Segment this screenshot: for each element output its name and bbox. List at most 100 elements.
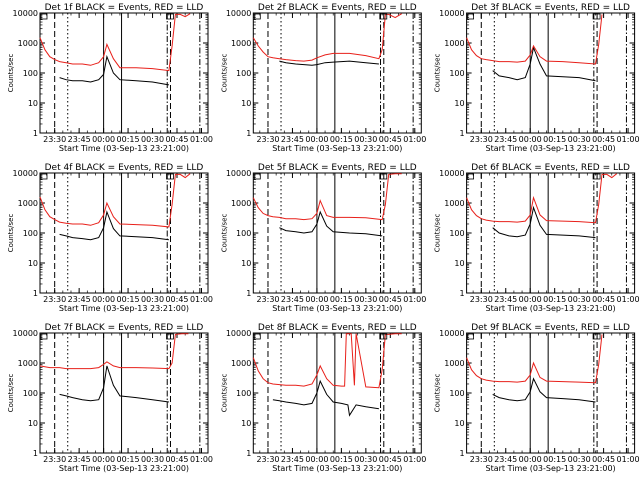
y-tick-label: 10000	[226, 329, 251, 338]
corner-marker	[379, 13, 388, 20]
x-tick-label: 01:00	[617, 295, 640, 304]
y-tick-label: 10	[454, 259, 464, 268]
lld-series-line	[39, 13, 191, 72]
corner-marker	[40, 333, 48, 340]
y-tick-label: 1000	[18, 359, 38, 368]
x-tick-label: 00:30	[568, 295, 591, 304]
detector-panel: Det 7f BLACK = Events, RED = LLD 1 10 100 10…	[7, 323, 213, 473]
x-tick-label: 00:15	[117, 295, 140, 304]
y-tick-label: 1000	[444, 39, 464, 48]
lld-series-line	[466, 173, 618, 224]
detector-panel: Det 5f BLACK = Events, RED = LLD 1 10 100 10…	[220, 163, 426, 313]
x-tick-label: 01:00	[403, 295, 426, 304]
detector-panel: Det 8f BLACK = Events, RED = LLD 1 10 100 10…	[220, 323, 426, 473]
x-tick-label: 23:45	[68, 295, 91, 304]
x-axis-label: Start Time (03-Sep-13 23:21:00)	[486, 464, 616, 473]
y-tick-label: 10	[28, 99, 38, 108]
y-axis-label: Counts/sec	[220, 214, 228, 253]
detector-panel: Det 3f BLACK = Events, RED = LLD 1 10 100 10…	[434, 3, 640, 153]
events-series-line	[279, 60, 379, 66]
detector-panel: Det 2f BLACK = Events, RED = LLD 1 10 100 10…	[220, 3, 426, 153]
corner-marker	[467, 13, 475, 20]
corner-marker	[40, 13, 48, 20]
y-tick-label: 10000	[439, 329, 464, 338]
x-tick-label: 00:15	[117, 135, 140, 144]
y-axis-label: Counts/sec	[220, 54, 228, 93]
x-tick-label: 00:00	[305, 135, 328, 144]
x-tick-label: 23:30	[256, 295, 279, 304]
y-tick-label: 10000	[439, 9, 464, 18]
x-tick-label: 00:00	[92, 455, 115, 464]
y-axis-label: Counts/sec	[7, 214, 15, 253]
x-tick-label: 00:15	[330, 455, 353, 464]
x-tick-label: 01:00	[403, 455, 426, 464]
y-tick-label: 1	[460, 289, 465, 298]
x-tick-label: 01:00	[617, 135, 640, 144]
x-tick-label: 01:00	[190, 295, 213, 304]
x-tick-label: 00:45	[592, 135, 615, 144]
x-axis-label: Start Time (03-Sep-13 23:21:00)	[272, 304, 402, 313]
y-tick-label: 1	[246, 449, 251, 458]
y-tick-label: 10000	[13, 329, 38, 338]
x-tick-label: 00:15	[117, 455, 140, 464]
panel-title: Det 6f BLACK = Events, RED = LLD	[471, 163, 630, 173]
corner-marker	[592, 173, 601, 180]
panel-title: Det 9f BLACK = Events, RED = LLD	[471, 323, 630, 333]
detector-panel: Det 6f BLACK = Events, RED = LLD 1 10 100 10…	[434, 163, 640, 313]
y-axis-label: Counts/sec	[434, 54, 442, 93]
y-tick-label: 10000	[13, 9, 38, 18]
panel-title: Det 1f BLACK = Events, RED = LLD	[45, 3, 204, 13]
x-tick-label: 23:30	[470, 295, 493, 304]
x-tick-label: 00:45	[165, 455, 188, 464]
x-tick-label: 00:45	[379, 455, 402, 464]
x-tick-label: 00:30	[354, 295, 377, 304]
y-tick-label: 10000	[439, 169, 464, 178]
events-series-line	[59, 54, 169, 86]
y-axis-label: Counts/sec	[220, 374, 228, 413]
x-tick-label: 00:30	[568, 455, 591, 464]
lld-series-line	[252, 333, 402, 389]
y-tick-label: 10	[241, 419, 251, 428]
y-tick-label: 10	[454, 419, 464, 428]
corner-marker	[166, 333, 174, 340]
events-series-line	[59, 365, 169, 403]
corner-marker	[592, 333, 601, 340]
y-tick-label: 100	[449, 69, 464, 78]
plot-frame	[252, 12, 422, 134]
panel-title: Det 4f BLACK = Events, RED = LLD	[45, 163, 204, 173]
y-tick-label: 100	[236, 229, 251, 238]
x-tick-label: 00:00	[519, 295, 542, 304]
lld-series-line	[252, 13, 402, 62]
y-tick-label: 100	[23, 389, 38, 398]
panel-title: Det 2f BLACK = Events, RED = LLD	[258, 3, 417, 13]
y-tick-label: 1	[246, 289, 251, 298]
lld-series-line	[466, 14, 603, 65]
events-series-line	[492, 205, 596, 239]
detector-panel: Det 9f BLACK = Events, RED = LLD 1 10 100 10…	[434, 323, 640, 473]
y-tick-label: 10	[454, 99, 464, 108]
x-tick-label: 00:45	[592, 455, 615, 464]
x-tick-label: 00:45	[379, 135, 402, 144]
x-tick-label: 00:15	[543, 455, 566, 464]
x-tick-label: 00:15	[330, 135, 353, 144]
x-tick-label: 00:30	[354, 455, 377, 464]
x-tick-label: 23:30	[470, 135, 493, 144]
panel-title: Det 8f BLACK = Events, RED = LLD	[258, 323, 417, 333]
corner-marker	[467, 173, 475, 180]
y-axis-label: Counts/sec	[434, 374, 442, 413]
x-tick-label: 00:45	[592, 295, 615, 304]
x-tick-label: 23:30	[43, 455, 66, 464]
x-tick-label: 00:30	[141, 455, 164, 464]
y-tick-label: 1000	[231, 359, 251, 368]
plot-frame	[39, 332, 209, 454]
y-tick-label: 10000	[226, 9, 251, 18]
y-tick-label: 1	[460, 449, 465, 458]
x-tick-label: 23:45	[68, 455, 91, 464]
detector-panel: Det 1f BLACK = Events, RED = LLD 1 10 100 10…	[7, 3, 213, 153]
x-tick-label: 00:00	[92, 295, 115, 304]
plot-frame	[39, 172, 209, 294]
panel-title: Det 3f BLACK = Events, RED = LLD	[471, 3, 630, 13]
x-axis-label: Start Time (03-Sep-13 23:21:00)	[59, 144, 189, 153]
y-axis-label: Counts/sec	[7, 54, 15, 93]
corner-marker	[166, 173, 174, 180]
